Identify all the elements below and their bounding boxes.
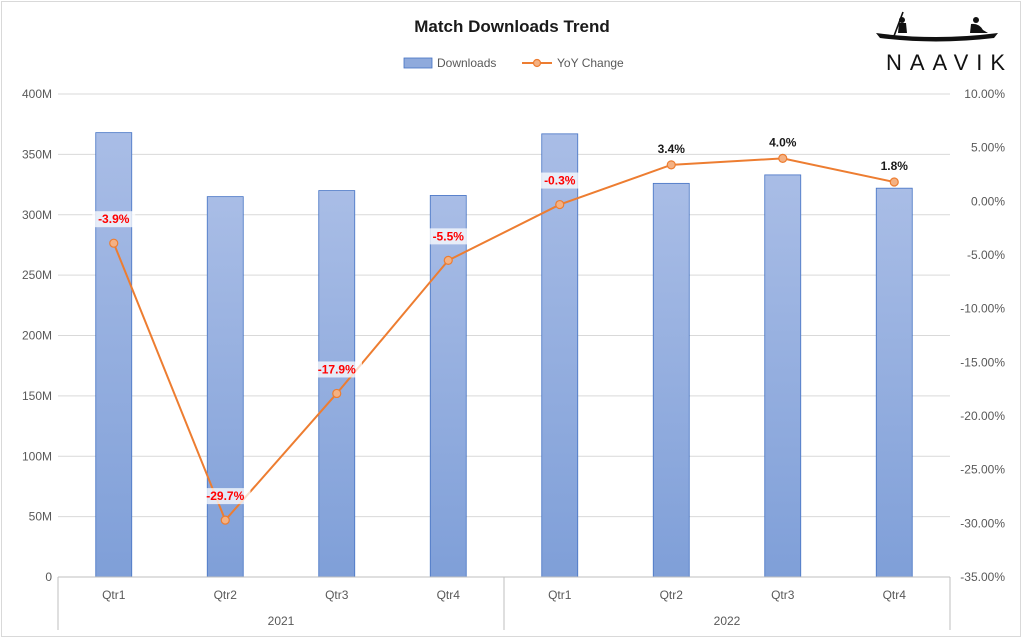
x-group-label: 2021: [268, 614, 295, 628]
brand-logo: NAAVIK: [876, 11, 1013, 75]
bar-downloads: [206, 196, 244, 578]
left-tick-label: 0: [45, 570, 52, 584]
left-tick-label: 400M: [22, 87, 52, 101]
x-tick-label: Qtr3: [325, 588, 349, 602]
legend-marker-yoy: [532, 58, 542, 68]
right-axis: -35.00% -30.00% -25.00% -20.00% -15.00% -10.0…: [960, 87, 1005, 584]
legend-label-downloads: Downloads: [437, 56, 496, 70]
x-tick-label: Qtr2: [660, 588, 684, 602]
x-axis: Qtr1 Qtr2 Qtr3 Qtr4 Qtr1 Qtr2 Qtr3 Qtr4 2021 2022: [57, 576, 951, 630]
yoy-point: [666, 160, 676, 170]
x-tick-label: Qtr3: [771, 588, 795, 602]
right-tick-label: 5.00%: [971, 141, 1005, 155]
right-tick-label: -20.00%: [960, 409, 1005, 423]
chart-title: Match Downloads Trend: [414, 17, 610, 36]
yoy-label-bg: [200, 488, 251, 505]
right-tick-label: 0.00%: [971, 194, 1005, 208]
yoy-data-label: -29.7%: [206, 489, 244, 503]
yoy-line: -3.9% -29.7% -17.9% -5.5% -0.3% 3.4% 4.0% 1.8%: [92, 135, 909, 525]
yoy-label-bg: [311, 361, 362, 378]
right-tick-label: -5.00%: [967, 248, 1005, 262]
right-tick-label: 10.00%: [964, 87, 1005, 101]
yoy-data-label: -5.5%: [433, 229, 465, 243]
left-tick-label: 250M: [22, 268, 52, 282]
legend-swatch-downloads: [403, 57, 433, 69]
bar-downloads: [764, 174, 802, 578]
yoy-data-label: 4.0%: [769, 135, 797, 149]
right-tick-label: -15.00%: [960, 355, 1005, 369]
yoy-label-bg: [538, 172, 582, 189]
left-axis: 0 50M 100M 150M 200M 250M 300M 350M 400M: [22, 87, 52, 584]
yoy-label-bg: [426, 228, 470, 245]
right-tick-label: -25.00%: [960, 463, 1005, 477]
left-tick-label: 350M: [22, 147, 52, 161]
yoy-point: [332, 388, 342, 399]
x-tick-label: Qtr1: [102, 588, 126, 602]
yoy-point: [778, 153, 788, 163]
downloads-bars: [95, 132, 913, 578]
yoy-data-label: -17.9%: [318, 362, 356, 376]
yoy-data-label: -3.9%: [98, 212, 130, 226]
right-tick-label: -30.00%: [960, 516, 1005, 530]
x-group-label: 2022: [714, 614, 741, 628]
yoy-point: [555, 199, 565, 210]
left-tick-label: 200M: [22, 329, 52, 343]
yoy-point: [109, 238, 119, 248]
brand-name: NAAVIK: [886, 50, 1013, 75]
legend-label-yoy: YoY Change: [557, 56, 624, 70]
x-tick-label: Qtr2: [214, 588, 238, 602]
yoy-point: [220, 515, 230, 525]
left-tick-label: 50M: [29, 510, 52, 524]
boat-rowers-icon: [876, 11, 998, 42]
left-tick-label: 300M: [22, 208, 52, 222]
yoy-data-label: -0.3%: [544, 174, 576, 188]
x-tick-label: Qtr4: [437, 588, 461, 602]
right-tick-label: -35.00%: [960, 570, 1005, 584]
x-tick-label: Qtr4: [883, 588, 907, 602]
bar-downloads: [318, 190, 356, 578]
legend: Downloads YoY Change: [403, 56, 624, 70]
bar-downloads: [652, 182, 690, 578]
yoy-point: [443, 255, 453, 265]
yoy-point: [889, 177, 899, 187]
left-tick-label: 100M: [22, 449, 52, 463]
bar-downloads: [429, 195, 467, 578]
left-tick-label: 150M: [22, 389, 52, 403]
bar-downloads: [95, 132, 133, 578]
yoy-label-bg: [92, 211, 136, 228]
right-tick-label: -10.00%: [960, 302, 1005, 316]
yoy-data-label: 1.8%: [881, 159, 909, 173]
x-tick-label: Qtr1: [548, 588, 572, 602]
bar-downloads: [875, 187, 913, 578]
yoy-data-label: 3.4%: [658, 142, 686, 156]
